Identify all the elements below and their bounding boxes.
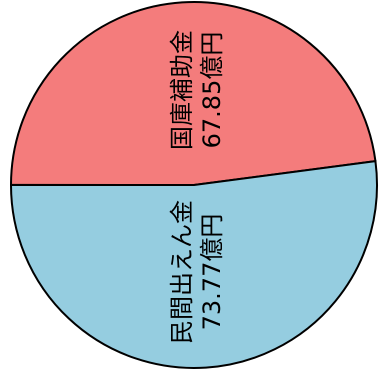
slice-value-label-1: 67.85億円	[198, 32, 226, 149]
slice-value-label-2: 73.77億円	[198, 214, 226, 331]
pie-slice-1	[9, 1, 377, 187]
slice-label-group-1: 国庫補助金 67.85億円	[168, 30, 226, 150]
slice-label-group-2: 民間出えん金 73.77億円	[168, 200, 226, 344]
slice-label-1: 国庫補助金	[168, 30, 196, 150]
slice-label-2: 民間出えん金	[168, 200, 196, 344]
pie-slice-2	[9, 159, 378, 370]
